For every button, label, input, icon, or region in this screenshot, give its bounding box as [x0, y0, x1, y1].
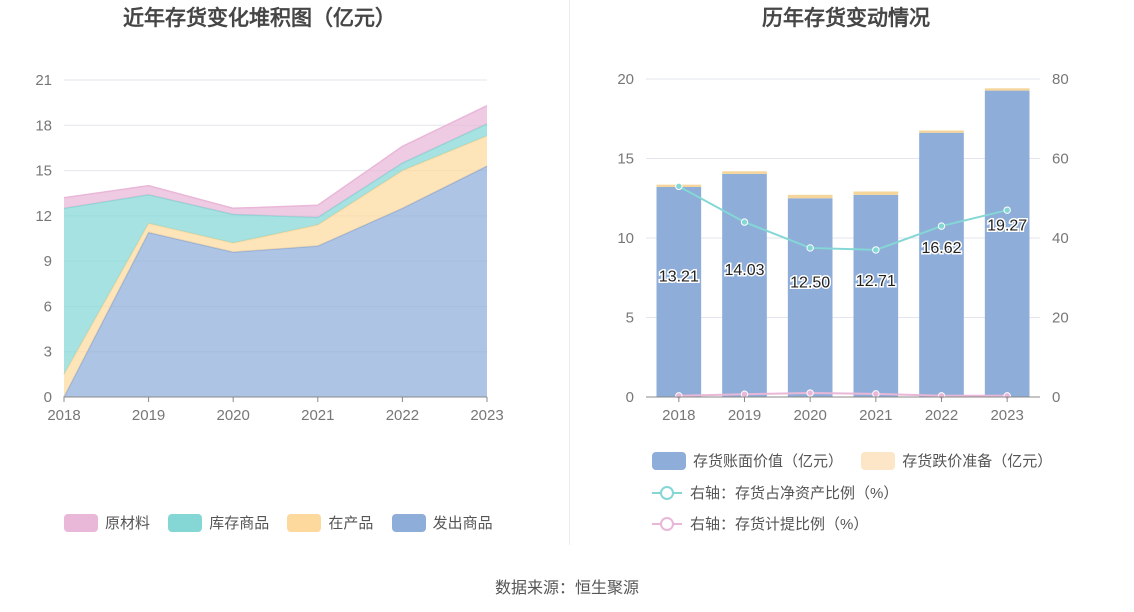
- x-tick-label: 2019: [132, 407, 165, 424]
- legend-label: 右轴：存货占净资产比例（%）: [690, 485, 899, 502]
- area-原材料: [64, 105, 487, 218]
- panel-divider: [569, 0, 570, 545]
- x-tick-label: 2021: [859, 407, 892, 424]
- x-tick-label: 2020: [217, 407, 250, 424]
- legend-item-impairment[interactable]: 存货跌价准备（亿元）: [861, 450, 1052, 471]
- left-legend: 原材料 库存商品 在产品 发出商品: [64, 512, 507, 536]
- legend-label: 右轴：存货计提比例（%）: [690, 516, 869, 533]
- right-chart-title: 历年存货变动情况: [762, 6, 930, 30]
- bar-book-value: [919, 132, 964, 397]
- legend-label: 原材料: [105, 515, 151, 532]
- right-bar-line-chart: 0 5 10 15 20 0 20 40 60 80 13.21 14.03 12.50 12.71 16.…: [617, 71, 1069, 424]
- legend-swatch: [287, 513, 322, 532]
- area-在产品: [64, 135, 487, 397]
- bar-data-label: 16.62: [921, 240, 961, 257]
- line-series-1: [678, 185, 1008, 251]
- bar-book-value: [984, 90, 1030, 398]
- line-point: [1003, 206, 1011, 214]
- line-point: [872, 246, 880, 254]
- y-right-tick-label: 40: [1052, 230, 1069, 247]
- y-right-tick-label: 80: [1052, 71, 1069, 88]
- legend-line-icon: [652, 516, 682, 531]
- right-legend-row-2: 右轴：存货占净资产比例（%）: [652, 482, 912, 506]
- line-point: [740, 390, 749, 398]
- y-left-tick-label: 0: [626, 389, 634, 406]
- left-area-chart: 0 3 6 9 12 15 18 21 2018 2019 2020 2021 2022 2023: [35, 72, 503, 424]
- data-source: 数据来源：恒生聚源: [494, 580, 639, 597]
- line-point: [740, 218, 749, 226]
- x-tick-label: 2022: [386, 407, 419, 424]
- bar-data-label: 14.03: [724, 262, 764, 279]
- bar-impairment: [984, 88, 1030, 91]
- x-tick-label: 2019: [728, 407, 761, 424]
- legend-item-provision-ratio[interactable]: 右轴：存货计提比例（%）: [652, 513, 868, 534]
- bar-data-label: 19.27: [987, 218, 1027, 235]
- bar-data-label: 12.71: [856, 273, 896, 290]
- bar-impairment: [853, 191, 899, 195]
- area-edge-发出商品: [63, 165, 488, 398]
- bar-book-value: [787, 198, 833, 397]
- y-left-tick-label: 10: [617, 230, 634, 247]
- bar-impairment: [722, 171, 767, 174]
- legend-label: 发出商品: [432, 515, 493, 532]
- legend-item-stock-goods[interactable]: 库存商品: [168, 512, 269, 533]
- area-edge-库存商品: [63, 123, 488, 219]
- right-legend-row-1: 存货账面价值（亿元） 存货跌价准备（亿元）: [652, 450, 1066, 474]
- legend-label: 存货跌价准备（亿元）: [902, 453, 1053, 470]
- bar-book-value: [853, 194, 899, 397]
- area-库存商品: [64, 123, 487, 375]
- x-tick-label: 2022: [925, 407, 958, 424]
- x-tick-label: 2023: [470, 407, 503, 424]
- legend-swatch: [168, 513, 203, 532]
- line-point: [872, 390, 880, 398]
- y-tick-label: 21: [35, 72, 52, 89]
- y-tick-label: 6: [44, 298, 52, 315]
- bar-book-value: [656, 186, 702, 397]
- bar-data-label: 13.21: [659, 269, 699, 286]
- legend-item-wip[interactable]: 在产品: [287, 512, 373, 533]
- legend-swatch: [64, 513, 98, 532]
- left-chart-title: 近年存货变化堆积图（亿元）: [123, 6, 396, 30]
- bar-data-label: 12.50: [790, 275, 830, 292]
- legend-item-net-asset-ratio[interactable]: 右轴：存货占净资产比例（%）: [652, 482, 898, 503]
- y-tick-label: 18: [35, 117, 52, 134]
- y-tick-label: 3: [44, 344, 52, 361]
- y-right-tick-label: 20: [1052, 310, 1069, 327]
- bar-impairment: [787, 194, 833, 199]
- bar-book-value: [722, 173, 767, 397]
- legend-swatch: [391, 513, 426, 532]
- legend-swatch: [861, 451, 896, 470]
- y-tick-label: 12: [35, 208, 52, 225]
- x-tick-label: 2018: [662, 407, 695, 424]
- line-point: [806, 244, 814, 252]
- y-left-tick-label: 5: [626, 310, 634, 327]
- y-tick-label: 9: [44, 253, 52, 270]
- bar-impairment: [919, 130, 964, 133]
- y-right-tick-label: 60: [1052, 151, 1069, 168]
- legend-label: 在产品: [328, 515, 374, 532]
- y-tick-label: 0: [44, 389, 52, 406]
- y-tick-label: 15: [35, 163, 52, 180]
- legend-line-icon: [652, 485, 682, 500]
- y-left-tick-label: 15: [617, 151, 634, 168]
- legend-swatch: [652, 451, 686, 470]
- x-tick-label: 2023: [990, 407, 1023, 424]
- legend-label: 库存商品: [209, 515, 270, 532]
- legend-item-shipped-goods[interactable]: 发出商品: [391, 512, 493, 533]
- right-legend-row-3: 右轴：存货计提比例（%）: [652, 513, 882, 537]
- area-edge-原材料: [63, 104, 488, 210]
- x-tick-label: 2018: [47, 407, 80, 424]
- area-发出商品: [64, 166, 487, 397]
- y-left-tick-label: 20: [617, 71, 634, 88]
- legend-item-raw-materials[interactable]: 原材料: [64, 512, 150, 533]
- y-right-tick-label: 0: [1052, 389, 1060, 406]
- x-tick-label: 2020: [793, 407, 826, 424]
- legend-item-book-value[interactable]: 存货账面价值（亿元）: [652, 450, 843, 471]
- line-point: [937, 222, 946, 230]
- line-point: [806, 389, 814, 397]
- legend-label: 存货账面价值（亿元）: [693, 453, 844, 470]
- x-tick-label: 2021: [301, 407, 334, 424]
- line-series-2: [678, 392, 1008, 397]
- line-point: [675, 182, 683, 191]
